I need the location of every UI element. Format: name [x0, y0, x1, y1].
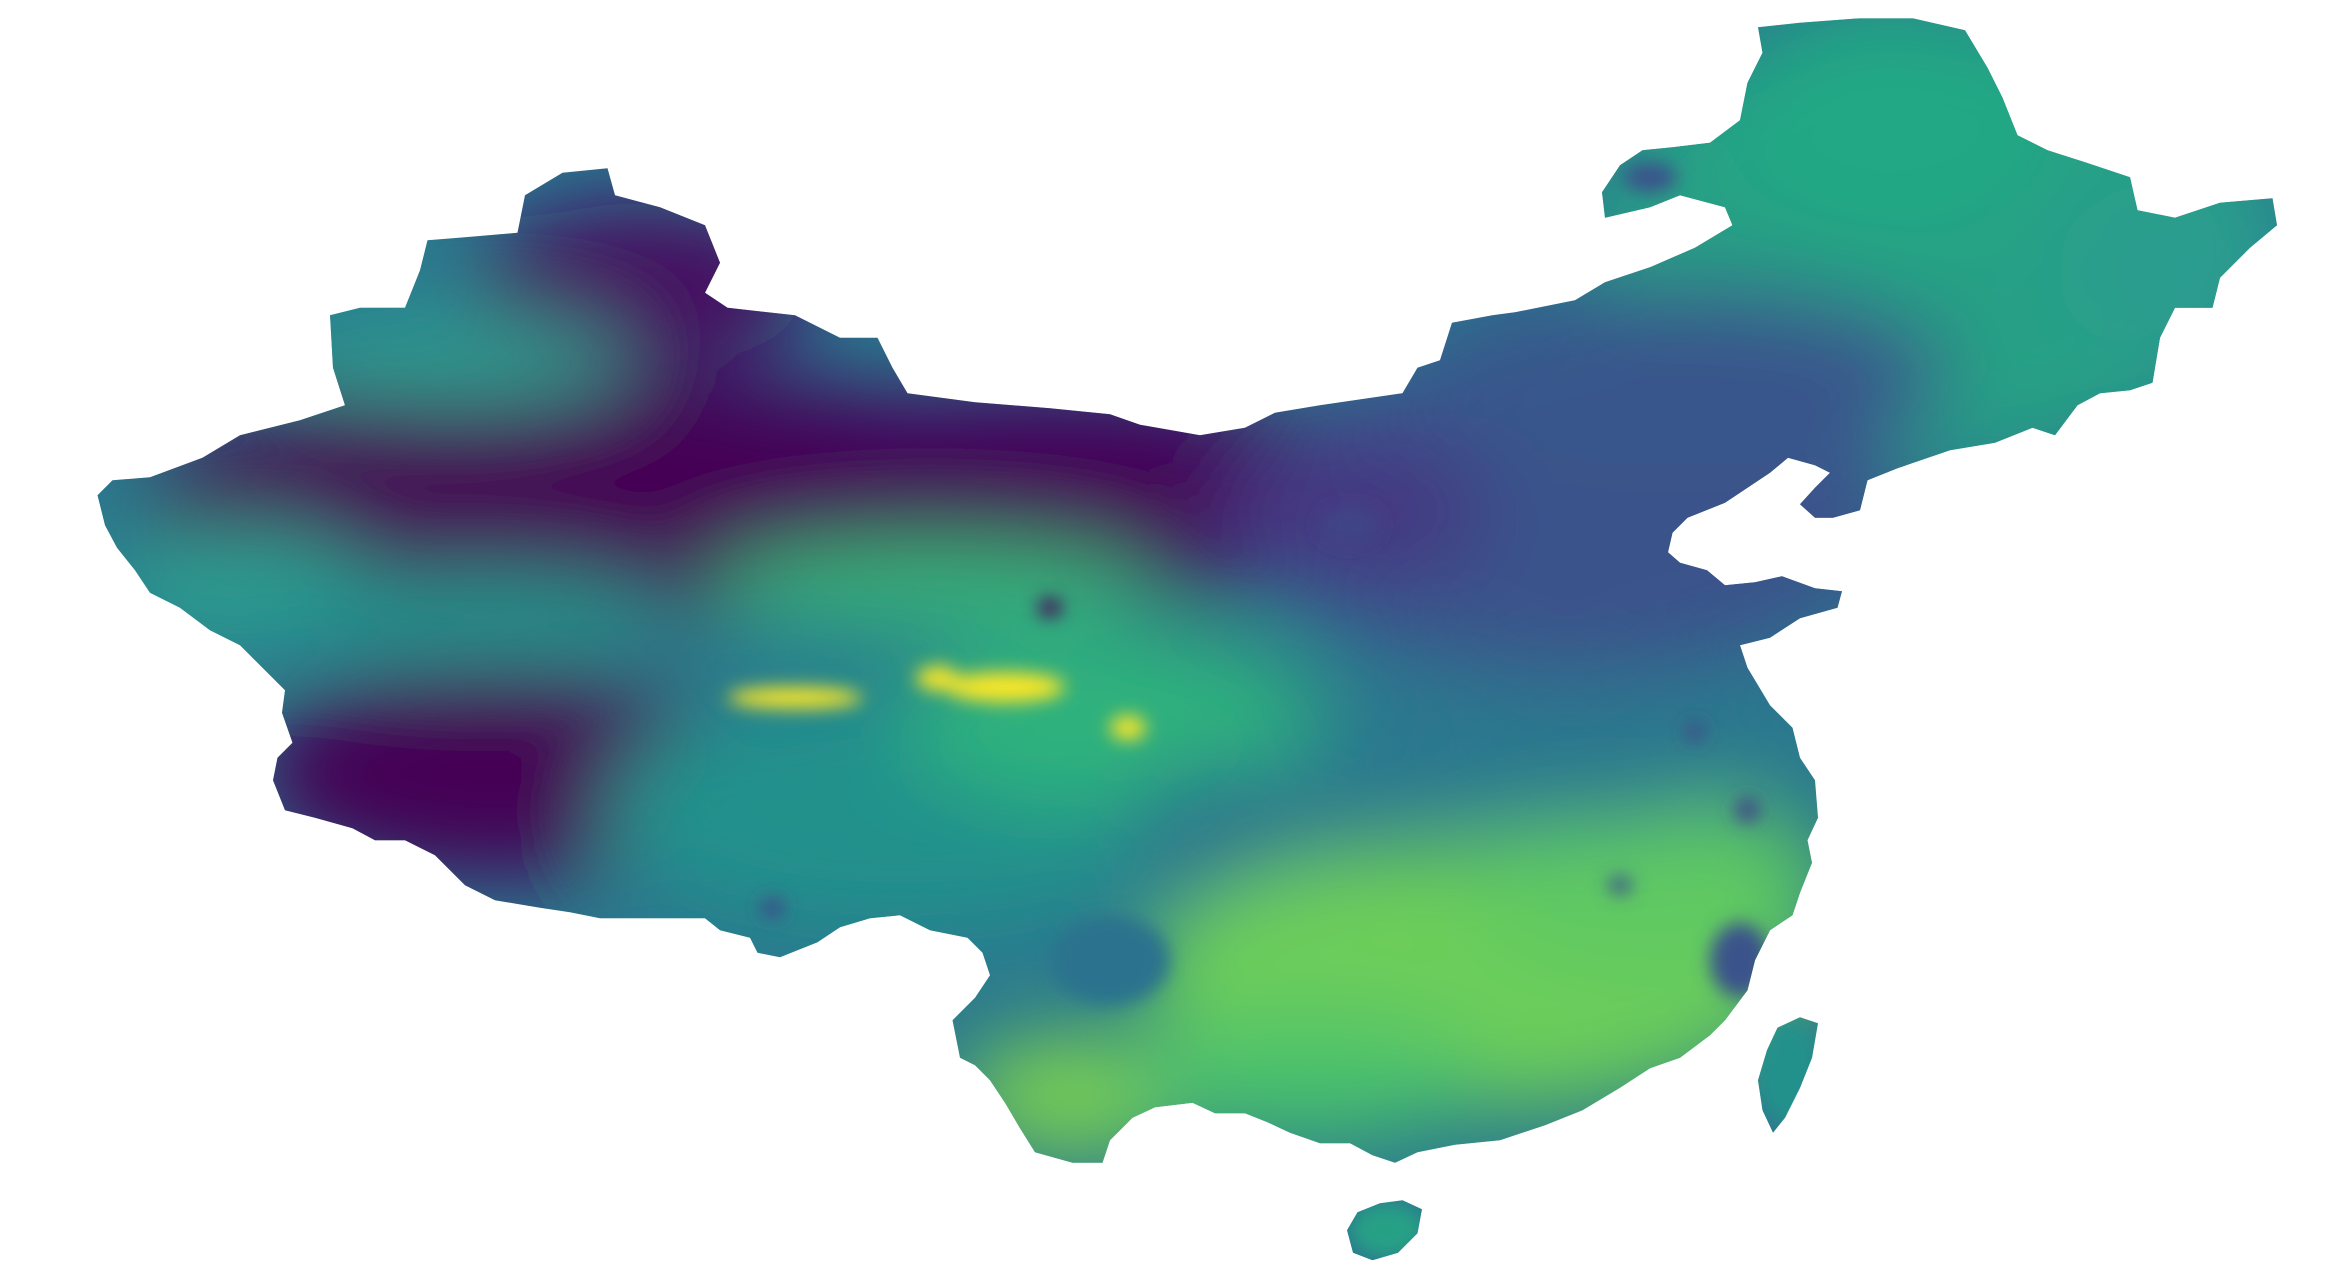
raster-layer [97, 18, 2277, 1261]
raster-map [97, 18, 2277, 1261]
